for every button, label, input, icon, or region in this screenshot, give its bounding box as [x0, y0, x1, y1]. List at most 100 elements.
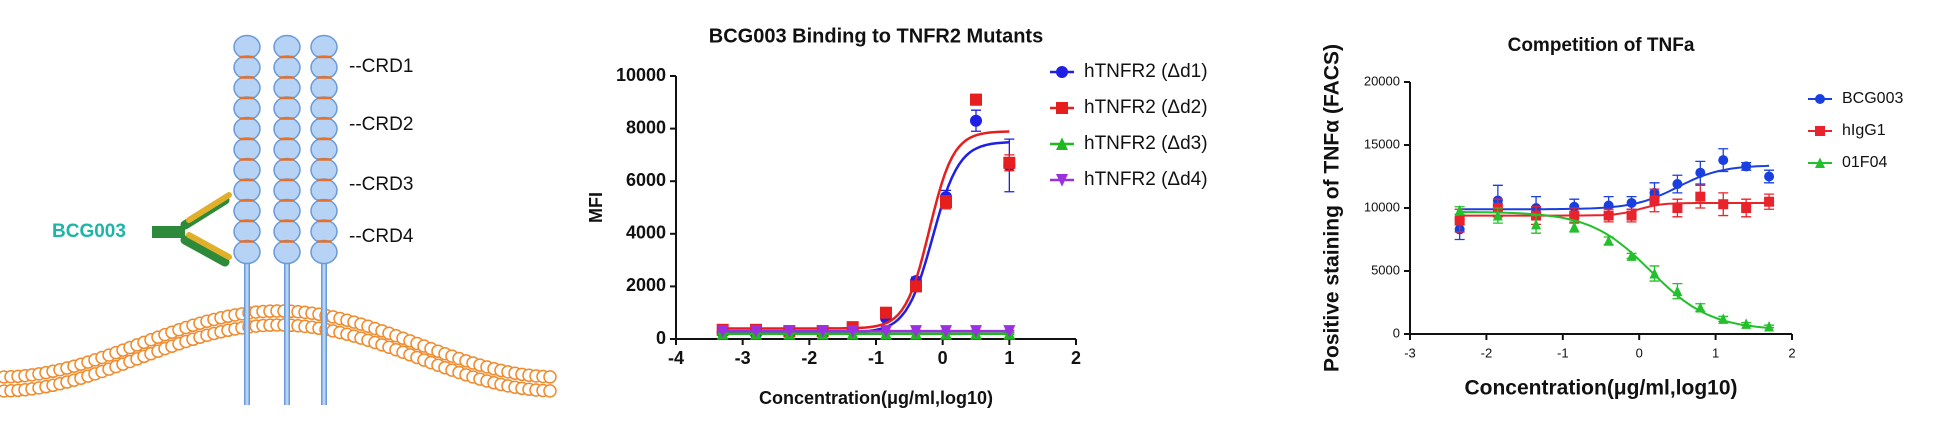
x-tick-label: 0	[938, 348, 948, 368]
point	[1603, 200, 1614, 211]
point	[1718, 155, 1729, 166]
crd-label: --CRD3	[349, 174, 413, 195]
point	[716, 325, 729, 338]
diagram: --CRD1 --CRD2 --CRD3 --CRD4 BCG003	[0, 34, 557, 405]
x-axis-title: Concentration(μg/ml,log10)	[759, 388, 993, 408]
crd-bead	[233, 96, 261, 121]
crd-bead	[310, 75, 338, 101]
y-tick-label: 2000	[626, 275, 666, 295]
fit-curve	[1459, 202, 1770, 217]
crd-bead	[233, 178, 261, 203]
point	[750, 325, 762, 338]
crd-bead	[233, 34, 261, 60]
point	[1003, 156, 1016, 169]
y-tick-label: 15000	[1364, 136, 1400, 151]
crd-bead	[273, 75, 301, 101]
legend-label: 01F04	[1842, 154, 1887, 171]
x-tick-label: 1	[1004, 348, 1014, 368]
point	[783, 325, 796, 338]
legend-marker	[1056, 102, 1068, 114]
chart-title: Competition of TNFa	[1508, 35, 1695, 56]
y-tick-label: 6000	[626, 170, 666, 190]
point	[1672, 203, 1683, 213]
x-tick-label: -2	[1481, 345, 1493, 360]
x-tick-label: -3	[1404, 345, 1416, 360]
point	[1718, 199, 1729, 210]
point	[1649, 195, 1660, 206]
legend-label: hIgG1	[1842, 122, 1886, 139]
crd-label: --CRD1	[349, 56, 413, 77]
crd-bead	[310, 198, 338, 224]
fit-curve	[1459, 211, 1770, 329]
crd-bead	[233, 75, 261, 101]
legend-label: hTNFR2 (Δd4)	[1084, 169, 1208, 190]
y-tick-label: 0	[1393, 325, 1400, 340]
point	[1626, 250, 1637, 261]
x-tick-label: -2	[801, 348, 817, 368]
point	[970, 325, 982, 338]
crd-bead	[273, 137, 301, 162]
point	[1626, 210, 1637, 221]
point	[1764, 196, 1775, 207]
x-tick-label: 1	[1712, 345, 1719, 360]
point	[940, 325, 952, 338]
point	[1695, 167, 1706, 178]
point	[1003, 325, 1016, 338]
antibody-light	[186, 192, 232, 223]
fit-curve	[722, 130, 1010, 330]
x-axis-title: Concentration(μg/ml,log10)	[1464, 377, 1737, 400]
point	[1531, 218, 1542, 230]
crd-bead	[233, 55, 261, 80]
y-tick-label: 0	[656, 328, 666, 348]
crd-bead	[273, 55, 301, 80]
point	[880, 325, 892, 338]
crd-bead	[233, 157, 261, 183]
crd-bead	[310, 116, 338, 142]
point	[1695, 302, 1706, 313]
chart-title: BCG003 Binding to TNFR2 Mutants	[709, 25, 1043, 47]
x-tick-label: 2	[1788, 345, 1795, 360]
point	[910, 280, 922, 293]
y-tick-label: 10000	[616, 65, 666, 85]
point	[1672, 285, 1683, 297]
point	[1741, 161, 1752, 172]
legend-marker	[1056, 174, 1068, 187]
crd-bead	[233, 239, 261, 265]
legend-label: BCG003	[1842, 90, 1903, 107]
point	[1569, 201, 1580, 212]
x-tick-label: -1	[868, 348, 884, 368]
antibody-heavy	[180, 235, 230, 267]
x-tick-label: 0	[1636, 345, 1643, 360]
crd-bead	[310, 55, 338, 80]
y-tick-label: 4000	[626, 223, 666, 243]
legend-marker	[1815, 94, 1825, 104]
point	[910, 325, 922, 338]
point	[816, 325, 829, 338]
point	[1569, 221, 1580, 232]
y-axis-title: MFI	[586, 192, 606, 223]
crd-bead	[273, 219, 301, 244]
legend-marker	[1815, 126, 1825, 136]
crd-bead	[310, 157, 338, 183]
legend-label: hTNFR2 (Δd2)	[1084, 97, 1208, 118]
crd-bead	[273, 198, 301, 224]
fit-curve	[1459, 164, 1770, 211]
crd-bead	[273, 96, 301, 121]
crd-bead	[233, 198, 261, 224]
point	[1718, 313, 1729, 324]
crd-bead	[273, 239, 301, 265]
point	[1492, 210, 1503, 221]
crd-bead	[310, 239, 338, 265]
point	[1454, 205, 1465, 216]
point	[1603, 210, 1614, 221]
chart: Competition of TNFa Concentration(μg/ml,l…	[1321, 35, 1904, 400]
crd-label: --CRD4	[349, 226, 414, 247]
crd-bead	[310, 219, 338, 244]
y-tick-label: 10000	[1364, 199, 1400, 214]
x-tick-label: -4	[668, 348, 684, 368]
point	[970, 114, 982, 127]
point	[940, 196, 952, 209]
antibody-light	[186, 232, 232, 260]
legend-marker	[1056, 137, 1068, 150]
